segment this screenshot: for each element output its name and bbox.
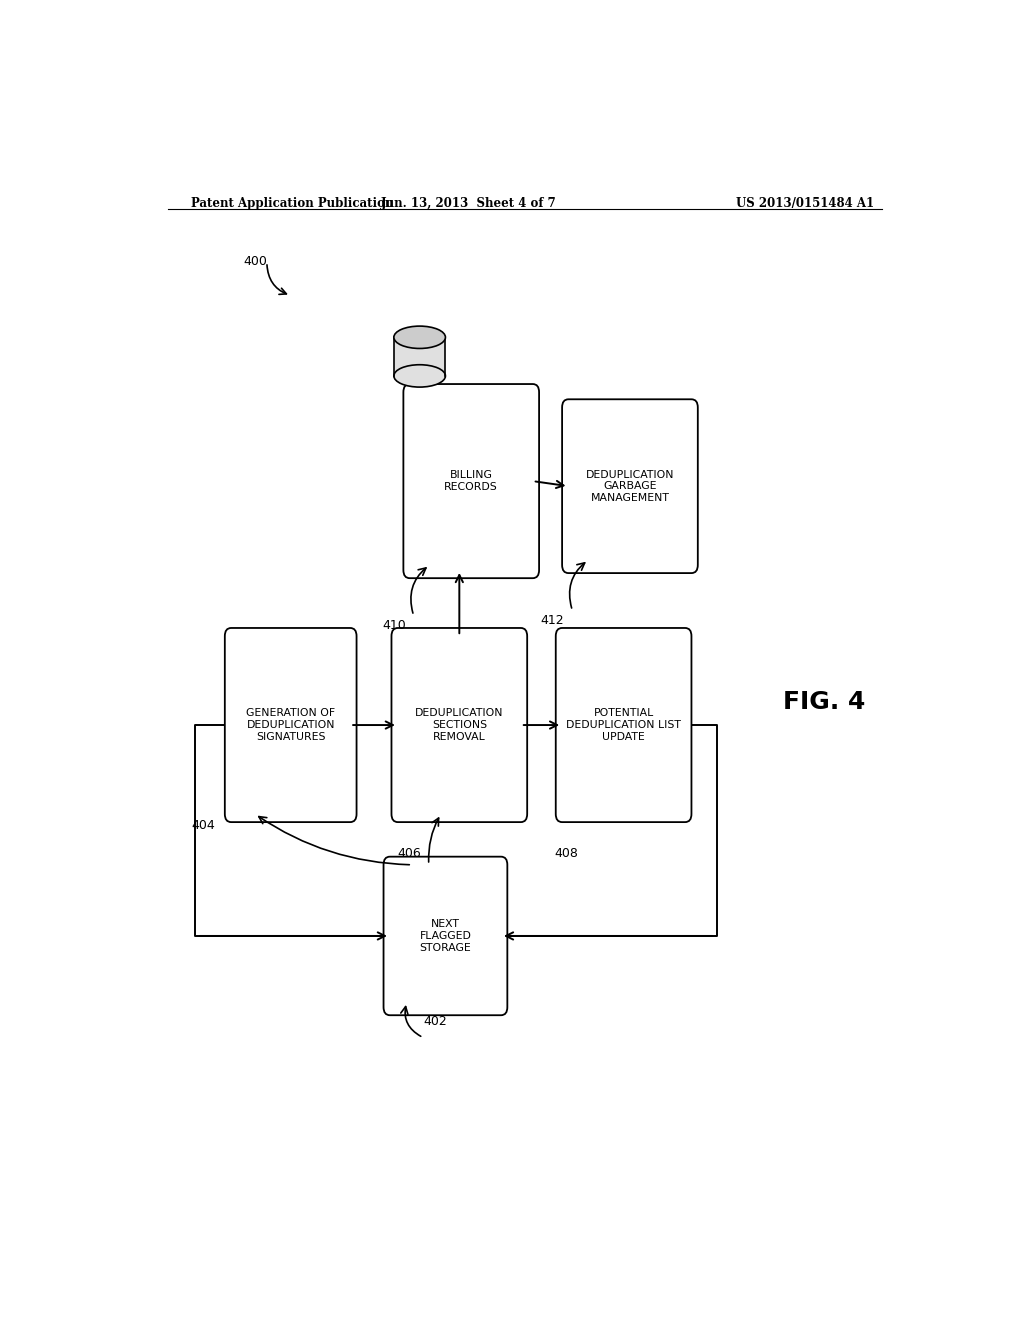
FancyBboxPatch shape	[403, 384, 539, 578]
Text: FIG. 4: FIG. 4	[782, 690, 865, 714]
FancyBboxPatch shape	[391, 628, 527, 822]
Text: GENERATION OF
DEDUPLICATION
SIGNATURES: GENERATION OF DEDUPLICATION SIGNATURES	[246, 709, 335, 742]
Text: NEXT
FLAGGED
STORAGE: NEXT FLAGGED STORAGE	[420, 919, 471, 953]
FancyBboxPatch shape	[225, 628, 356, 822]
Text: Jun. 13, 2013  Sheet 4 of 7: Jun. 13, 2013 Sheet 4 of 7	[381, 197, 557, 210]
Text: Patent Application Publication: Patent Application Publication	[191, 197, 394, 210]
FancyBboxPatch shape	[562, 399, 697, 573]
Text: 406: 406	[397, 846, 422, 859]
Text: POTENTIAL
DEDUPLICATION LIST
UPDATE: POTENTIAL DEDUPLICATION LIST UPDATE	[566, 709, 681, 742]
Text: 404: 404	[191, 818, 215, 832]
Text: DEDUPLICATION
SECTIONS
REMOVAL: DEDUPLICATION SECTIONS REMOVAL	[415, 709, 504, 742]
Bar	[394, 338, 445, 376]
Text: 410: 410	[382, 619, 406, 632]
Ellipse shape	[394, 326, 445, 348]
FancyBboxPatch shape	[384, 857, 507, 1015]
FancyBboxPatch shape	[556, 628, 691, 822]
Ellipse shape	[394, 364, 445, 387]
Text: US 2013/0151484 A1: US 2013/0151484 A1	[736, 197, 873, 210]
Text: DEDUPLICATION
GARBAGE
MANAGEMENT: DEDUPLICATION GARBAGE MANAGEMENT	[586, 470, 674, 503]
Text: BILLING
RECORDS: BILLING RECORDS	[444, 470, 498, 492]
Text: 400: 400	[243, 255, 267, 268]
Text: 402: 402	[423, 1015, 446, 1028]
Text: 412: 412	[541, 614, 564, 627]
Text: 408: 408	[554, 846, 578, 859]
